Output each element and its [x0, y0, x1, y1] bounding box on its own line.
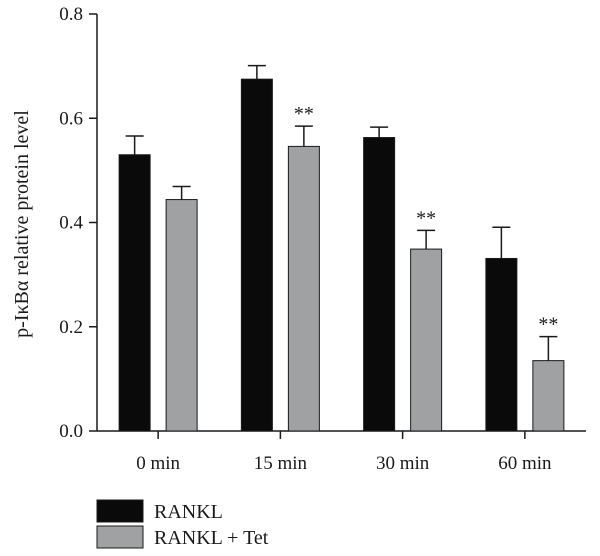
significance-marker: ** [538, 314, 558, 336]
y-axis-label: p-IκBα relative protein level [11, 110, 33, 338]
legend-swatch [96, 499, 144, 523]
legend-label: RANKL [154, 501, 223, 523]
y-tick-label: 0.4 [59, 213, 83, 234]
bar-rankl [363, 137, 396, 432]
bar-rankl-tet [287, 145, 320, 432]
bars: ** ** ** [118, 64, 565, 432]
x-tick-label: 15 min [254, 453, 308, 474]
axes: 0.0 0.2 0.4 0.6 0.8 0 min 15 min 30 min 60 min [59, 4, 586, 474]
x-tick-label: 60 min [498, 453, 552, 474]
x-tick-label: 30 min [376, 453, 430, 474]
legend-swatch [96, 525, 144, 549]
y-tick-label: 0.0 [59, 421, 83, 442]
axis-labels: p-IκBα relative protein level [11, 110, 33, 338]
y-tick-label: 0.6 [59, 108, 83, 129]
bar-rankl [118, 154, 151, 432]
bar-rankl-tet [410, 248, 443, 432]
significance-marker: ** [294, 103, 314, 125]
bar-rankl [485, 257, 518, 432]
y-tick-label: 0.2 [59, 317, 83, 338]
significance-marker: ** [416, 207, 436, 229]
x-tick-label: 0 min [136, 453, 180, 474]
bar-rankl [240, 78, 273, 432]
y-tick-label: 0.8 [59, 4, 83, 25]
legend: RANKL RANKL + Tet [96, 499, 269, 549]
bar-rankl-tet [532, 360, 565, 432]
legend-label: RANKL + Tet [154, 527, 269, 549]
bar-rankl-tet [165, 199, 198, 432]
